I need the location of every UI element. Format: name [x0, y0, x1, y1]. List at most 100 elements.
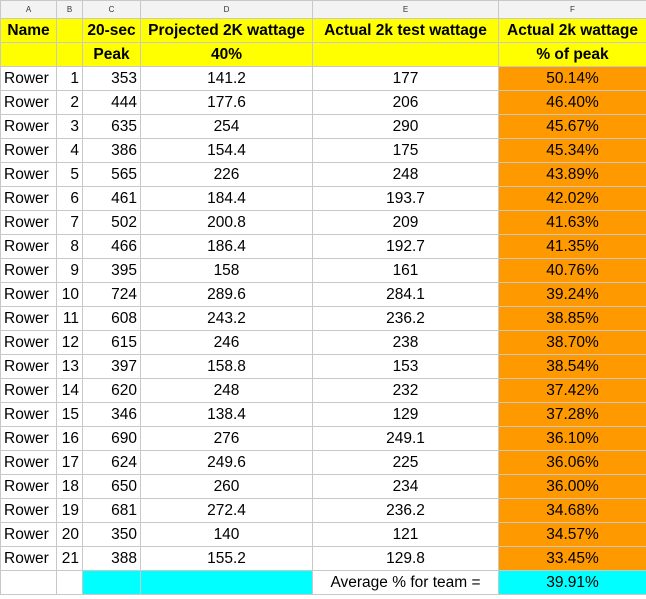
pct-of-peak-cell[interactable]: 41.63%	[498, 210, 646, 235]
peak-cell[interactable]: 350	[82, 522, 141, 547]
rower-name-cell[interactable]: Rower	[0, 90, 57, 115]
pct-of-peak-cell[interactable]: 36.06%	[498, 450, 646, 475]
rower-number-cell[interactable]: 4	[56, 138, 83, 163]
actual-wattage-cell[interactable]: 161	[312, 258, 499, 283]
rower-number-cell[interactable]: 21	[56, 546, 83, 571]
header-pct-of-peak-cell[interactable]: % of peak	[498, 42, 646, 67]
peak-cell[interactable]: 397	[82, 354, 141, 379]
rower-number-cell[interactable]: 14	[56, 378, 83, 403]
pct-of-peak-cell[interactable]: 37.42%	[498, 378, 646, 403]
header-b-cell[interactable]	[56, 18, 83, 43]
header2-a-cell[interactable]	[0, 42, 57, 67]
peak-cell[interactable]: 608	[82, 306, 141, 331]
projected-wattage-cell[interactable]: 289.6	[140, 282, 313, 307]
rower-name-cell[interactable]: Rower	[0, 114, 57, 139]
peak-cell[interactable]: 386	[82, 138, 141, 163]
projected-wattage-cell[interactable]: 260	[140, 474, 313, 499]
pct-of-peak-cell[interactable]: 40.76%	[498, 258, 646, 283]
rower-name-cell[interactable]: Rower	[0, 354, 57, 379]
rower-name-cell[interactable]: Rower	[0, 426, 57, 451]
rower-number-cell[interactable]: 16	[56, 426, 83, 451]
projected-wattage-cell[interactable]: 272.4	[140, 498, 313, 523]
actual-wattage-cell[interactable]: 129.8	[312, 546, 499, 571]
rower-number-cell[interactable]: 11	[56, 306, 83, 331]
projected-wattage-cell[interactable]: 138.4	[140, 402, 313, 427]
header-40pct-cell[interactable]: 40%	[140, 42, 313, 67]
header-20sec-cell[interactable]: 20-sec	[82, 18, 141, 43]
pct-of-peak-cell[interactable]: 36.00%	[498, 474, 646, 499]
peak-cell[interactable]: 690	[82, 426, 141, 451]
actual-wattage-cell[interactable]: 193.7	[312, 186, 499, 211]
rower-name-cell[interactable]: Rower	[0, 330, 57, 355]
rower-name-cell[interactable]: Rower	[0, 450, 57, 475]
footer-b-cell[interactable]	[56, 570, 83, 595]
pct-of-peak-cell[interactable]: 39.24%	[498, 282, 646, 307]
header-projected-cell[interactable]: Projected 2K wattage	[140, 18, 313, 43]
pct-of-peak-cell[interactable]: 45.34%	[498, 138, 646, 163]
projected-wattage-cell[interactable]: 158	[140, 258, 313, 283]
pct-of-peak-cell[interactable]: 37.28%	[498, 402, 646, 427]
pct-of-peak-cell[interactable]: 43.89%	[498, 162, 646, 187]
column-header-f[interactable]: F	[498, 0, 646, 19]
rower-name-cell[interactable]: Rower	[0, 186, 57, 211]
header-actual-test-cell[interactable]: Actual 2k test wattage	[312, 18, 499, 43]
header-actual-2k-cell[interactable]: Actual 2k wattage	[498, 18, 646, 43]
actual-wattage-cell[interactable]: 284.1	[312, 282, 499, 307]
header2-e-cell[interactable]	[312, 42, 499, 67]
rower-name-cell[interactable]: Rower	[0, 282, 57, 307]
actual-wattage-cell[interactable]: 238	[312, 330, 499, 355]
projected-wattage-cell[interactable]: 243.2	[140, 306, 313, 331]
pct-of-peak-cell[interactable]: 50.14%	[498, 66, 646, 91]
actual-wattage-cell[interactable]: 290	[312, 114, 499, 139]
rower-number-cell[interactable]: 20	[56, 522, 83, 547]
actual-wattage-cell[interactable]: 177	[312, 66, 499, 91]
actual-wattage-cell[interactable]: 192.7	[312, 234, 499, 259]
pct-of-peak-cell[interactable]: 38.85%	[498, 306, 646, 331]
peak-cell[interactable]: 681	[82, 498, 141, 523]
projected-wattage-cell[interactable]: 155.2	[140, 546, 313, 571]
rower-name-cell[interactable]: Rower	[0, 138, 57, 163]
peak-cell[interactable]: 650	[82, 474, 141, 499]
rower-number-cell[interactable]: 2	[56, 90, 83, 115]
rower-number-cell[interactable]: 5	[56, 162, 83, 187]
rower-number-cell[interactable]: 17	[56, 450, 83, 475]
rower-number-cell[interactable]: 10	[56, 282, 83, 307]
peak-cell[interactable]: 615	[82, 330, 141, 355]
actual-wattage-cell[interactable]: 129	[312, 402, 499, 427]
projected-wattage-cell[interactable]: 177.6	[140, 90, 313, 115]
actual-wattage-cell[interactable]: 209	[312, 210, 499, 235]
rower-number-cell[interactable]: 6	[56, 186, 83, 211]
rower-number-cell[interactable]: 7	[56, 210, 83, 235]
column-header-e[interactable]: E	[312, 0, 499, 19]
pct-of-peak-cell[interactable]: 41.35%	[498, 234, 646, 259]
pct-of-peak-cell[interactable]: 46.40%	[498, 90, 646, 115]
peak-cell[interactable]: 502	[82, 210, 141, 235]
peak-cell[interactable]: 635	[82, 114, 141, 139]
peak-cell[interactable]: 395	[82, 258, 141, 283]
actual-wattage-cell[interactable]: 225	[312, 450, 499, 475]
rower-name-cell[interactable]: Rower	[0, 546, 57, 571]
rower-name-cell[interactable]: Rower	[0, 498, 57, 523]
peak-cell[interactable]: 444	[82, 90, 141, 115]
header-peak-cell[interactable]: Peak	[82, 42, 141, 67]
rower-name-cell[interactable]: Rower	[0, 210, 57, 235]
column-header-b[interactable]: B	[56, 0, 83, 19]
projected-wattage-cell[interactable]: 186.4	[140, 234, 313, 259]
rower-number-cell[interactable]: 18	[56, 474, 83, 499]
peak-cell[interactable]: 346	[82, 402, 141, 427]
actual-wattage-cell[interactable]: 249.1	[312, 426, 499, 451]
peak-cell[interactable]: 620	[82, 378, 141, 403]
projected-wattage-cell[interactable]: 226	[140, 162, 313, 187]
rower-number-cell[interactable]: 9	[56, 258, 83, 283]
rower-number-cell[interactable]: 1	[56, 66, 83, 91]
rower-name-cell[interactable]: Rower	[0, 66, 57, 91]
footer-a-cell[interactable]	[0, 570, 57, 595]
peak-cell[interactable]: 353	[82, 66, 141, 91]
actual-wattage-cell[interactable]: 121	[312, 522, 499, 547]
column-header-c[interactable]: C	[82, 0, 141, 19]
projected-wattage-cell[interactable]: 248	[140, 378, 313, 403]
projected-wattage-cell[interactable]: 249.6	[140, 450, 313, 475]
column-header-d[interactable]: D	[140, 0, 313, 19]
rower-name-cell[interactable]: Rower	[0, 306, 57, 331]
team-average-cell[interactable]: 39.91%	[498, 570, 646, 595]
